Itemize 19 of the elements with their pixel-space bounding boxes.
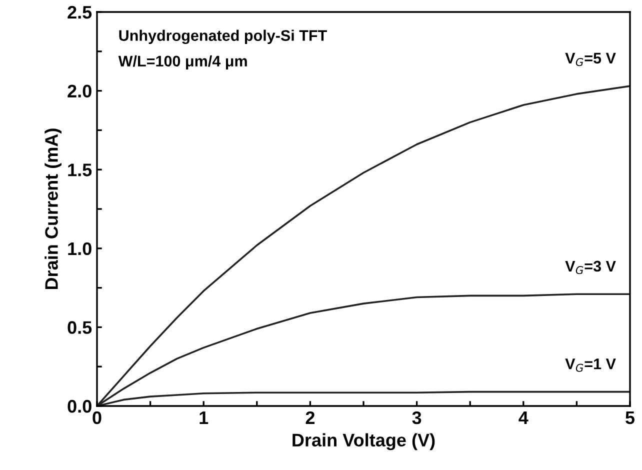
x-tick-label: 2 (306, 411, 314, 424)
x-tick-label: 4 (518, 412, 528, 424)
annotation: Unhydrogenated poly-Si TFT (119, 30, 327, 44)
y-tick-label: 1.0 (68, 242, 92, 256)
x-axis-title: Drain Voltage (V) (292, 433, 435, 450)
x-tick-label: 5 (626, 412, 635, 424)
y-axis-title: Drain Current (mA) (44, 128, 62, 290)
y-tick-label: 2.0 (68, 84, 92, 98)
series-label: V$_{G}$=1 V (565, 358, 616, 372)
y-tick-label: 0.5 (68, 321, 92, 334)
y-tick-label: 1.5 (68, 164, 92, 176)
x-tick-label: 1 (200, 412, 208, 424)
series-label: V$_{G}$=5 V (565, 52, 616, 66)
series-label: V$_{G}$=3 V (565, 260, 616, 274)
x-tick-label: 0 (92, 411, 102, 424)
x-tick-label: 3 (412, 411, 422, 424)
annotation: W/L=100 μm/4 μm (118, 55, 247, 70)
y-tick-label: 2.5 (68, 6, 92, 19)
y-tick-label: 0.0 (68, 400, 92, 413)
